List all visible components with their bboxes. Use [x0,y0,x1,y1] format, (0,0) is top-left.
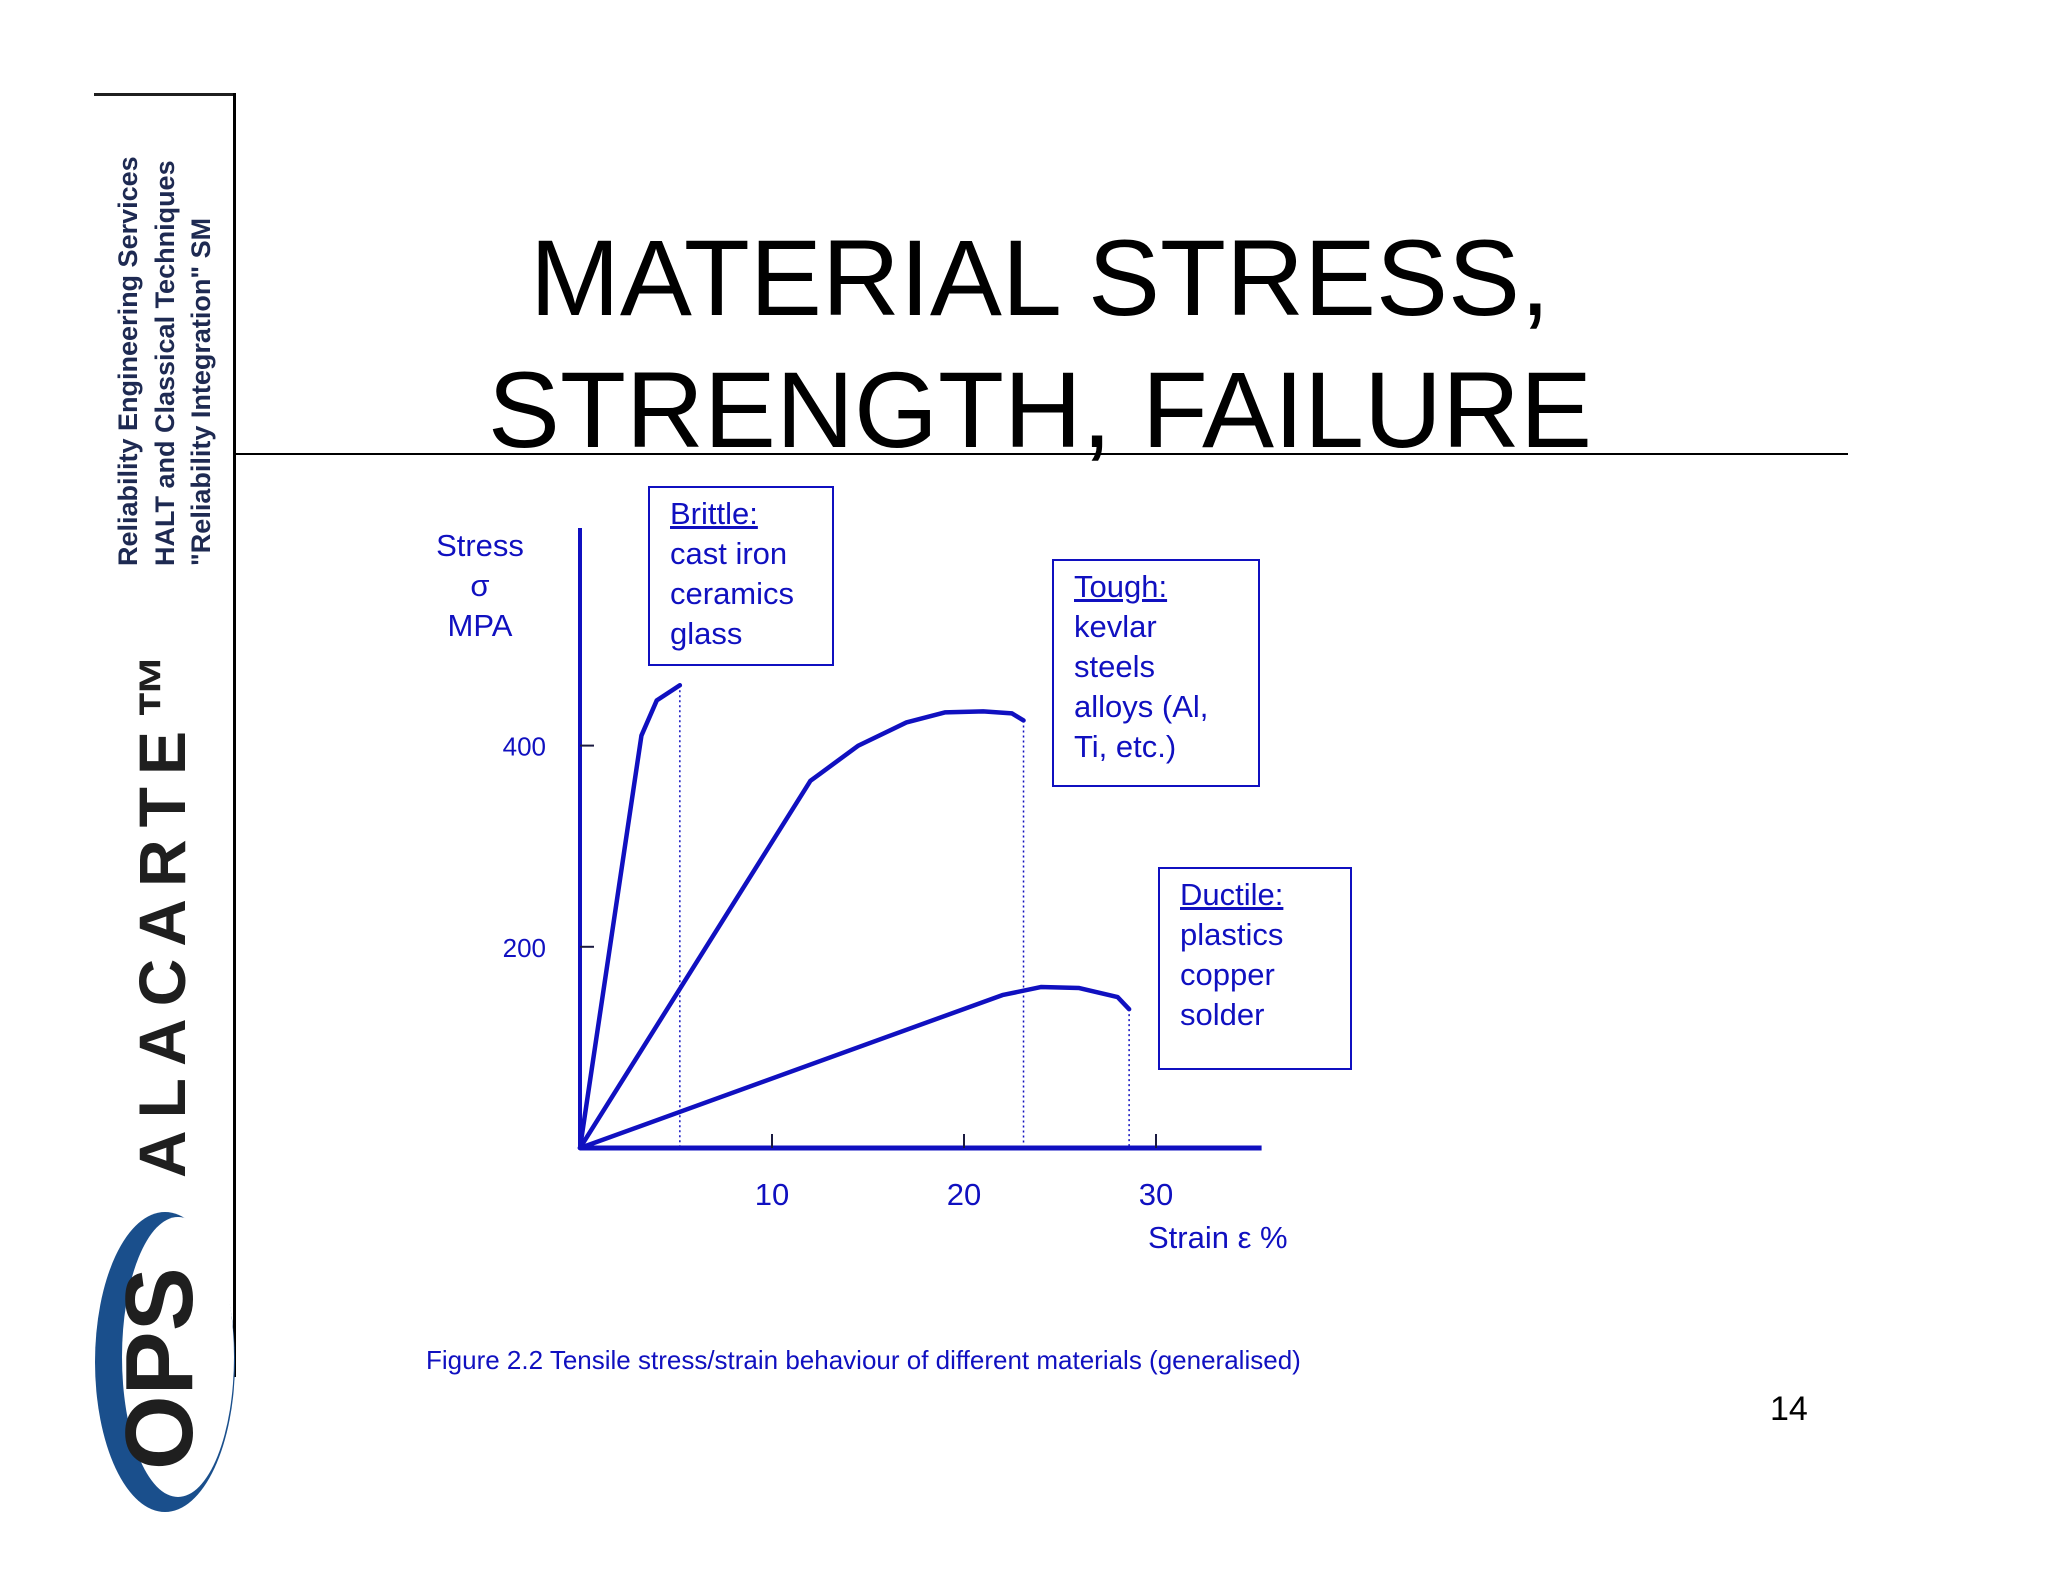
title-underline [236,453,1848,455]
x-tick-label: 30 [1139,1177,1173,1212]
series-line-tough [577,709,1026,1151]
x-axis-label: Strain ε % [1148,1220,1288,1255]
legend-brittle-item: glass [670,616,743,651]
slide-title: MATERIAL STRESS, STRENGTH, FAILURE [400,212,1680,476]
x-tick-label: 10 [755,1177,789,1212]
sidebar-top-rule [94,93,236,96]
y-axis-label-line2: σ [470,568,490,603]
ops-logo-icon [95,1212,235,1512]
legend-ductile-item: solder [1180,997,1265,1032]
series-line-brittle [577,682,683,1151]
y-axis-label: Stress σ MPA [420,526,540,646]
series-line-ductile [577,984,1132,1151]
sidebar-divider [233,93,236,1377]
x-tick-label: 20 [947,1177,981,1212]
legend-brittle-item: cast iron [670,536,788,571]
slide-title-line2: STRENGTH, FAILURE [487,349,1593,470]
legend-ductile-item: plastics [1180,917,1284,952]
legend-ductile-item: copper [1180,957,1275,992]
legend-tough-item: steels [1074,649,1155,684]
legend-tough-heading: Tough: [1074,569,1168,604]
legend-tough-item: alloys (Al, [1074,689,1209,724]
slide-title-line1: MATERIAL STRESS, [529,217,1551,338]
legend-ductile-heading: Ductile: [1180,877,1284,912]
figure-caption: Figure 2.2 Tensile stress/strain behavio… [426,1345,1301,1375]
legend-tough: Tough: kevlar steels alloys (Al, Ti, etc… [1052,559,1260,787]
legend-brittle-heading: Brittle: [670,496,758,531]
legend-tough-item: Ti, etc.) [1074,729,1177,764]
legend-brittle-item: ceramics [670,576,795,611]
y-tick-label: 400 [503,732,546,762]
legend-brittle: Brittle: cast iron ceramics glass [648,486,834,666]
y-axis-label-line1: Stress [436,528,524,563]
legend-ductile: Ductile: plastics copper solder [1158,867,1352,1070]
legend-tough-item: kevlar [1074,609,1157,644]
y-tick-label: 200 [503,933,546,963]
page-number: 14 [1770,1390,1808,1428]
y-axis-label-line3: MPA [447,608,513,643]
